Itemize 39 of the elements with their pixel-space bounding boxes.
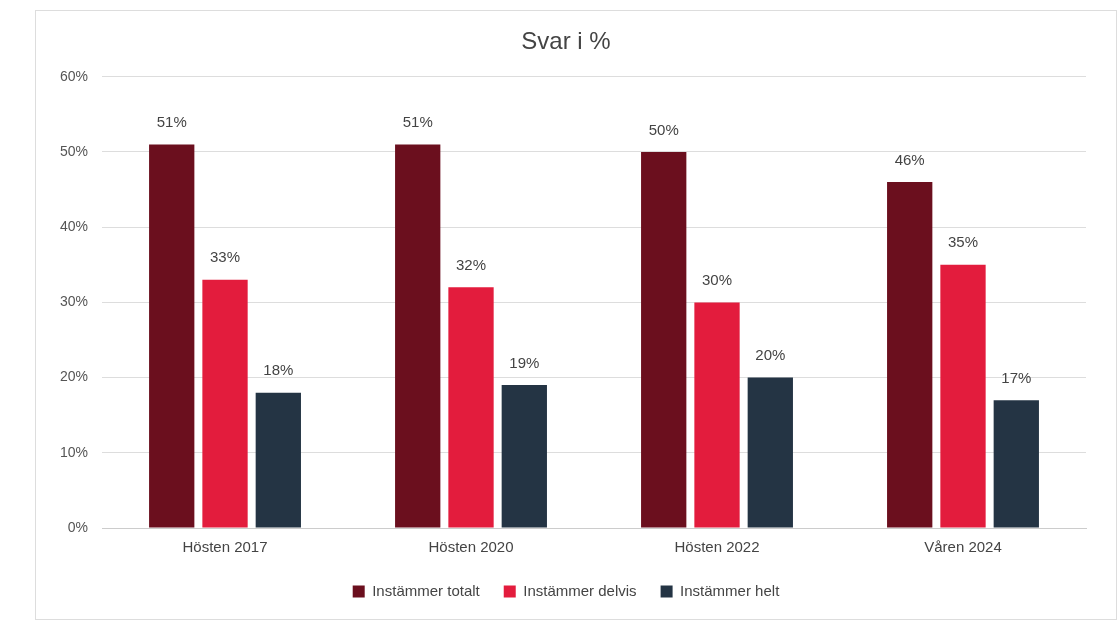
- bar: [887, 182, 933, 528]
- x-tick-label: Hösten 2017: [182, 538, 268, 556]
- bar: [694, 302, 740, 528]
- y-tick-label: 20%: [59, 368, 89, 385]
- data-label: 30%: [701, 271, 733, 289]
- bar: [448, 287, 494, 528]
- x-tick-label: Våren 2024: [924, 538, 1002, 556]
- y-tick-label: 40%: [59, 218, 89, 235]
- data-label: 50%: [648, 120, 679, 138]
- data-label: 17%: [1001, 368, 1032, 386]
- data-label: 33%: [210, 248, 241, 266]
- data-label: 51%: [402, 113, 433, 131]
- data-label: 32%: [456, 256, 487, 273]
- data-label: 19%: [509, 353, 540, 371]
- y-tick-label: 60%: [59, 67, 89, 84]
- bar: [940, 264, 986, 528]
- bar: [255, 392, 301, 528]
- legend-label: Instämmer delvis: [523, 581, 637, 599]
- x-tick-label: Hösten 2020: [428, 538, 514, 556]
- chart-title: Svar i %: [521, 27, 611, 55]
- x-tick-label: Hösten 2022: [674, 538, 760, 556]
- y-tick-label: 10%: [59, 443, 89, 460]
- legend-label: Instämmer helt: [680, 581, 781, 599]
- data-label: 18%: [263, 361, 294, 379]
- y-tick-label: 0%: [67, 518, 89, 535]
- data-label: 20%: [755, 346, 786, 364]
- legend-label: Instämmer totalt: [372, 581, 481, 599]
- data-label: 46%: [894, 150, 925, 168]
- bar: [395, 144, 441, 528]
- bar: [641, 152, 687, 528]
- data-label: 35%: [947, 233, 979, 251]
- bar: [993, 400, 1039, 528]
- data-label: 51%: [156, 113, 187, 131]
- bar: [501, 385, 547, 528]
- y-tick-label: 50%: [59, 142, 89, 159]
- y-tick-label: 30%: [59, 293, 89, 310]
- bar: [202, 279, 248, 528]
- bar: [747, 377, 793, 528]
- bar: [149, 144, 195, 528]
